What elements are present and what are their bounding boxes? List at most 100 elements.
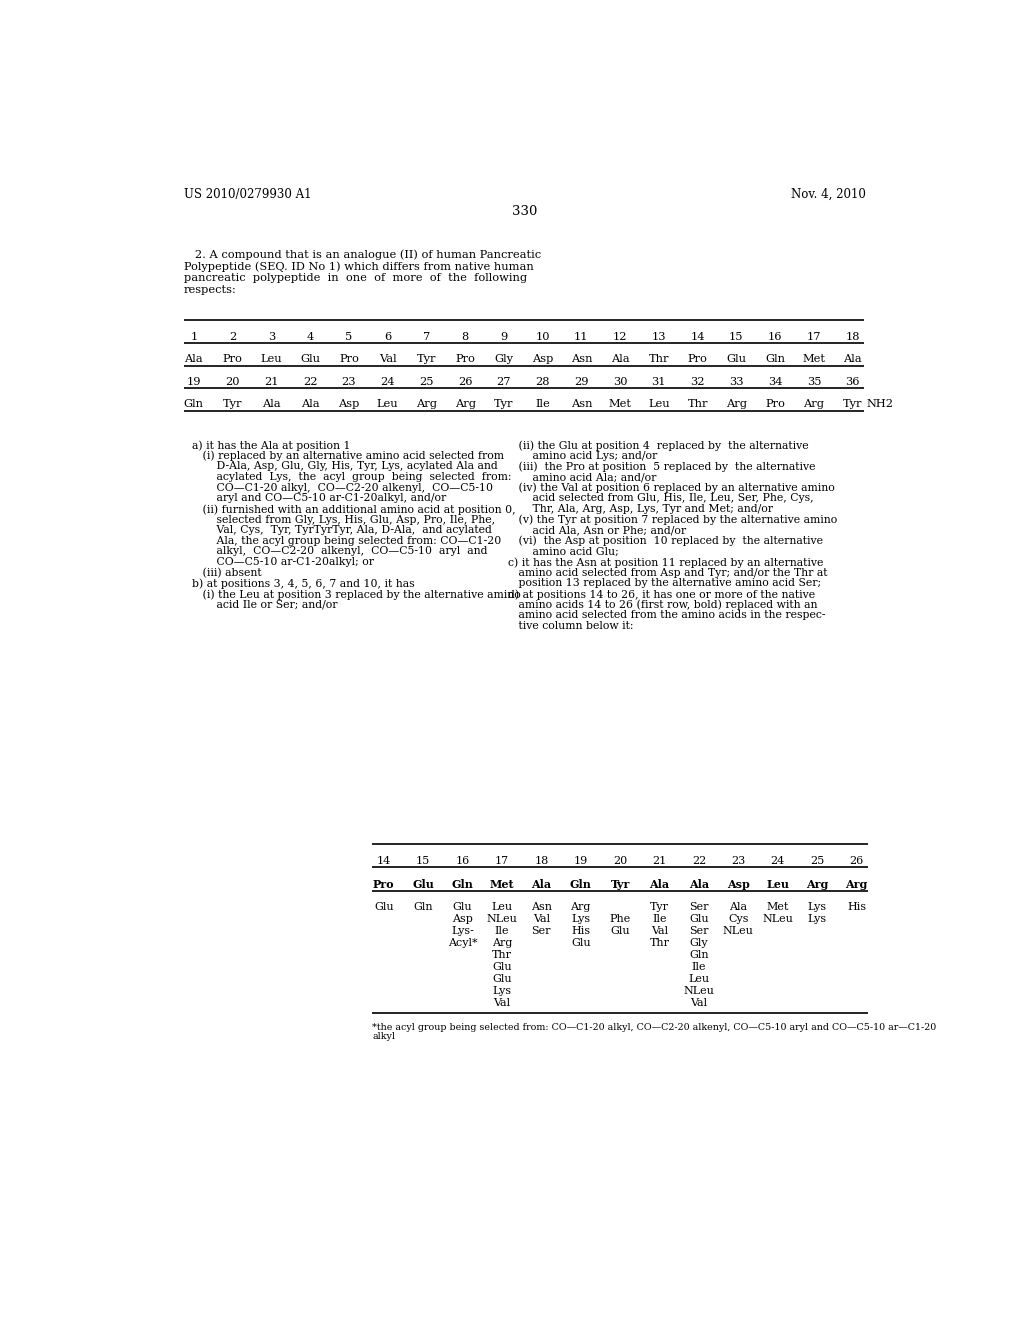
Text: 18: 18 bbox=[846, 333, 860, 342]
Text: 26: 26 bbox=[849, 857, 863, 866]
Text: Tyr: Tyr bbox=[610, 879, 630, 890]
Text: (iv) the Val at position 6 replaced by an alternative amino: (iv) the Val at position 6 replaced by a… bbox=[508, 483, 835, 494]
Text: Met: Met bbox=[767, 903, 788, 912]
Text: Glu: Glu bbox=[726, 354, 746, 364]
Text: NLeu: NLeu bbox=[723, 927, 754, 936]
Text: Val: Val bbox=[379, 354, 396, 364]
Text: Lys: Lys bbox=[808, 915, 826, 924]
Text: 6: 6 bbox=[384, 333, 391, 342]
Text: Ile: Ile bbox=[495, 927, 509, 936]
Text: Ala: Ala bbox=[184, 354, 203, 364]
Text: CO—C5-10 ar-C1-20alkyl; or: CO—C5-10 ar-C1-20alkyl; or bbox=[191, 557, 374, 568]
Text: amino acid selected from Asp and Tyr; and/or the Thr at: amino acid selected from Asp and Tyr; an… bbox=[508, 568, 827, 578]
Text: 29: 29 bbox=[574, 378, 589, 387]
Text: 20: 20 bbox=[613, 857, 628, 866]
Text: 17: 17 bbox=[495, 857, 509, 866]
Text: Glu: Glu bbox=[413, 879, 434, 890]
Text: Glu: Glu bbox=[453, 903, 472, 912]
Text: Glu: Glu bbox=[689, 915, 709, 924]
Text: Arg: Arg bbox=[846, 879, 867, 890]
Text: NLeu: NLeu bbox=[762, 915, 794, 924]
Text: Leu: Leu bbox=[492, 903, 512, 912]
Text: 32: 32 bbox=[690, 378, 705, 387]
Text: 26: 26 bbox=[458, 378, 472, 387]
Text: His: His bbox=[847, 903, 866, 912]
Text: Gln: Gln bbox=[452, 879, 473, 890]
Text: NLeu: NLeu bbox=[683, 986, 715, 995]
Text: Glu: Glu bbox=[571, 939, 591, 948]
Text: Arg: Arg bbox=[455, 399, 475, 409]
Text: 27: 27 bbox=[497, 378, 511, 387]
Text: Lys: Lys bbox=[808, 903, 826, 912]
Text: Tyr: Tyr bbox=[843, 399, 862, 409]
Text: Pro: Pro bbox=[765, 399, 785, 409]
Text: 2: 2 bbox=[229, 333, 237, 342]
Text: Gly: Gly bbox=[689, 939, 709, 948]
Text: 18: 18 bbox=[535, 857, 549, 866]
Text: aryl and CO—C5-10 ar-C1-20alkyl, and/or: aryl and CO—C5-10 ar-C1-20alkyl, and/or bbox=[191, 494, 445, 503]
Text: Pro: Pro bbox=[339, 354, 358, 364]
Text: 34: 34 bbox=[768, 378, 782, 387]
Text: Ile: Ile bbox=[691, 962, 707, 972]
Text: 35: 35 bbox=[807, 378, 821, 387]
Text: alkyl: alkyl bbox=[372, 1032, 395, 1041]
Text: 15: 15 bbox=[729, 333, 743, 342]
Text: Gln: Gln bbox=[414, 903, 433, 912]
Text: Gln: Gln bbox=[689, 950, 709, 960]
Text: Ser: Ser bbox=[531, 927, 551, 936]
Text: Arg: Arg bbox=[804, 399, 824, 409]
Text: c) it has the Asn at position 11 replaced by an alternative: c) it has the Asn at position 11 replace… bbox=[508, 557, 823, 568]
Text: 9: 9 bbox=[501, 333, 508, 342]
Text: Lys: Lys bbox=[571, 915, 590, 924]
Text: 16: 16 bbox=[768, 333, 782, 342]
Text: 22: 22 bbox=[303, 378, 317, 387]
Text: 13: 13 bbox=[651, 333, 667, 342]
Text: Ser: Ser bbox=[689, 903, 709, 912]
Text: 36: 36 bbox=[846, 378, 860, 387]
Text: Ala: Ala bbox=[649, 879, 670, 890]
Text: NLeu: NLeu bbox=[486, 915, 517, 924]
Text: 4: 4 bbox=[306, 333, 313, 342]
Text: 22: 22 bbox=[692, 857, 706, 866]
Text: 21: 21 bbox=[652, 857, 667, 866]
Text: Arg: Arg bbox=[570, 903, 591, 912]
Text: acid selected from Glu, His, Ile, Leu, Ser, Phe, Cys,: acid selected from Glu, His, Ile, Leu, S… bbox=[508, 494, 813, 503]
Text: (i) replaced by an alternative amino acid selected from: (i) replaced by an alternative amino aci… bbox=[191, 451, 504, 462]
Text: Arg: Arg bbox=[726, 399, 746, 409]
Text: Ala: Ala bbox=[844, 354, 862, 364]
Text: 33: 33 bbox=[729, 378, 743, 387]
Text: 2. A compound that is an analogue (II) of human Pancreatic: 2. A compound that is an analogue (II) o… bbox=[183, 249, 541, 260]
Text: 19: 19 bbox=[186, 378, 201, 387]
Text: Tyr: Tyr bbox=[223, 399, 243, 409]
Text: Asp: Asp bbox=[338, 399, 359, 409]
Text: amino acids 14 to 26 (first row, bold) replaced with an: amino acids 14 to 26 (first row, bold) r… bbox=[508, 599, 817, 610]
Text: 7: 7 bbox=[423, 333, 430, 342]
Text: 31: 31 bbox=[651, 378, 667, 387]
Text: Glu: Glu bbox=[300, 354, 321, 364]
Text: Ile: Ile bbox=[536, 399, 550, 409]
Text: 5: 5 bbox=[345, 333, 352, 342]
Text: a) it has the Ala at position 1: a) it has the Ala at position 1 bbox=[191, 441, 350, 451]
Text: Phe: Phe bbox=[609, 915, 631, 924]
Text: pancreatic  polypeptide  in  one  of  more  of  the  following: pancreatic polypeptide in one of more of… bbox=[183, 273, 527, 282]
Text: 19: 19 bbox=[573, 857, 588, 866]
Text: Asn: Asn bbox=[530, 903, 552, 912]
Text: Asp: Asp bbox=[453, 915, 473, 924]
Text: Tyr: Tyr bbox=[417, 354, 436, 364]
Text: Leu: Leu bbox=[766, 879, 790, 890]
Text: Arg: Arg bbox=[492, 939, 512, 948]
Text: US 2010/0279930 A1: US 2010/0279930 A1 bbox=[183, 187, 311, 201]
Text: respects:: respects: bbox=[183, 285, 237, 296]
Text: 1: 1 bbox=[190, 333, 198, 342]
Text: 24: 24 bbox=[771, 857, 784, 866]
Text: Arg: Arg bbox=[416, 399, 437, 409]
Text: amino acid Ala; and/or: amino acid Ala; and/or bbox=[508, 473, 656, 482]
Text: Thr: Thr bbox=[648, 354, 669, 364]
Text: Thr: Thr bbox=[492, 950, 512, 960]
Text: Met: Met bbox=[608, 399, 632, 409]
Text: d) at positions 14 to 26, it has one or more of the native: d) at positions 14 to 26, it has one or … bbox=[508, 589, 815, 599]
Text: 28: 28 bbox=[536, 378, 550, 387]
Text: Glu: Glu bbox=[493, 962, 512, 972]
Text: (iii)  the Pro at position  5 replaced by  the alternative: (iii) the Pro at position 5 replaced by … bbox=[508, 462, 815, 473]
Text: 25: 25 bbox=[810, 857, 824, 866]
